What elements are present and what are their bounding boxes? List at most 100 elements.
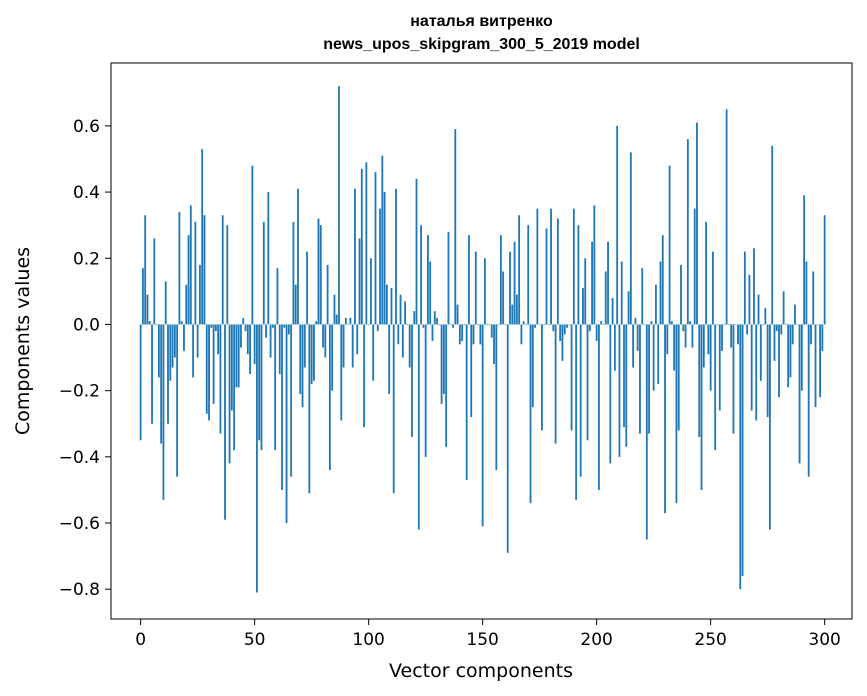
bar-component-89 — [342, 324, 345, 368]
bar-component-219 — [639, 324, 641, 434]
bar-component-294 — [810, 324, 812, 345]
bar-component-189 — [570, 324, 573, 431]
bar-component-63 — [283, 324, 286, 328]
bar-component-69 — [297, 188, 299, 325]
bar-component-199 — [593, 205, 596, 325]
bar-component-78 — [317, 218, 320, 325]
bar-component-282 — [782, 291, 785, 325]
bar-component-267 — [748, 274, 751, 325]
bar-component-216 — [632, 324, 635, 368]
bar-component-242 — [691, 324, 694, 348]
bar-component-244 — [696, 122, 698, 325]
bar-component-202 — [600, 321, 603, 325]
bar-component-79 — [319, 225, 322, 325]
bar-component-118 — [408, 324, 411, 368]
bar-component-122 — [417, 324, 420, 530]
bar-component-1 — [142, 268, 144, 325]
bar-component-49 — [251, 165, 254, 325]
bar-component-145 — [470, 324, 473, 418]
bar-component-131 — [438, 324, 441, 326]
bar-component-71 — [301, 324, 304, 408]
bar-component-177 — [543, 324, 546, 326]
bar-component-0 — [139, 324, 142, 441]
x-tick-label: 100 — [352, 630, 384, 650]
bar-component-140 — [458, 324, 461, 345]
x-tick-label: 0 — [135, 630, 146, 650]
bar-component-284 — [787, 324, 790, 388]
bar-component-159 — [502, 271, 505, 325]
bar-component-226 — [655, 284, 657, 325]
bar-component-146 — [472, 324, 475, 345]
bar-component-48 — [249, 324, 251, 375]
bar-component-247 — [702, 324, 705, 368]
bar-component-160 — [504, 324, 507, 326]
bar-component-120 — [413, 311, 416, 325]
bar-component-86 — [335, 314, 338, 325]
x-tick-label: 50 — [244, 630, 266, 650]
bar-component-239 — [684, 324, 687, 348]
bar-component-289 — [798, 324, 801, 464]
bar-component-54 — [262, 221, 265, 325]
bar-component-20 — [185, 284, 188, 325]
bar-component-192 — [577, 225, 580, 325]
bar-component-206 — [609, 324, 612, 464]
bar-component-164 — [513, 241, 516, 325]
bar-component-155 — [493, 324, 495, 365]
bar-component-193 — [579, 324, 582, 477]
bar-component-105 — [379, 208, 381, 325]
bar-component-255 — [721, 324, 723, 351]
bar-component-96 — [358, 238, 361, 325]
bar-component-133 — [442, 324, 445, 394]
bar-component-143 — [465, 324, 468, 480]
bar-component-241 — [689, 321, 692, 325]
bar-component-85 — [333, 294, 336, 325]
bar-component-13 — [169, 324, 172, 381]
bar-component-161 — [506, 324, 509, 553]
bar-component-224 — [650, 321, 653, 325]
bar-component-228 — [659, 261, 662, 325]
bar-component-253 — [716, 324, 719, 326]
bar-component-298 — [819, 324, 821, 398]
bar-component-128 — [431, 324, 434, 341]
bar-component-94 — [354, 188, 356, 325]
bar-component-163 — [511, 304, 514, 325]
bar-component-116 — [404, 301, 407, 325]
y-tick-label: 0.4 — [73, 183, 100, 203]
bar-component-285 — [789, 324, 792, 378]
bar-component-279 — [775, 324, 778, 332]
plot-frame — [110, 62, 853, 620]
bar-component-248 — [705, 221, 707, 325]
bar-component-121 — [415, 178, 418, 325]
bar-component-70 — [299, 324, 302, 394]
bar-component-147 — [474, 251, 477, 325]
bar-component-227 — [657, 324, 660, 385]
bar-component-77 — [315, 321, 318, 325]
y-tick-label: −0.2 — [59, 382, 100, 402]
bar-component-10 — [162, 324, 165, 500]
bar-component-243 — [693, 208, 696, 325]
bar-component-172 — [531, 324, 534, 408]
bar-component-103 — [374, 172, 377, 325]
bar-component-209 — [616, 125, 619, 325]
bar-component-87 — [338, 86, 340, 325]
bar-component-93 — [351, 324, 354, 368]
bar-component-274 — [764, 307, 767, 325]
bar-component-81 — [324, 324, 327, 358]
bar-component-291 — [803, 195, 806, 325]
bar-component-252 — [714, 324, 717, 451]
bar-component-61 — [278, 324, 281, 375]
bar-component-185 — [561, 324, 564, 361]
bar-component-258 — [727, 324, 730, 326]
bars-layer — [139, 86, 826, 593]
bar-component-74 — [308, 324, 311, 494]
bar-component-293 — [807, 324, 810, 477]
y-tick-label: −0.6 — [59, 514, 100, 534]
bar-component-16 — [176, 324, 179, 477]
bar-component-104 — [376, 324, 379, 332]
bar-component-5 — [151, 324, 153, 424]
bar-component-112 — [395, 188, 397, 325]
y-tick-label: 0.0 — [73, 315, 100, 335]
bar-component-154 — [490, 324, 493, 338]
bar-component-37 — [224, 324, 226, 520]
bar-component-142 — [463, 324, 466, 326]
